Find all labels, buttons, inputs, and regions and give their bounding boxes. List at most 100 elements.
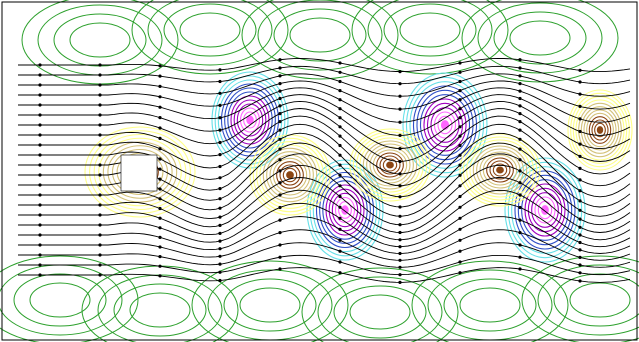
streamline-arrow: [398, 172, 402, 176]
streamline-arrow: [338, 153, 342, 157]
streamline-arrow: [398, 223, 402, 227]
vortex-contour: [570, 92, 630, 168]
streamline: [18, 123, 631, 187]
streamline-arrow: [158, 157, 162, 161]
streamline-arrow: [578, 240, 582, 245]
vortex-contour: [476, 148, 524, 192]
streamline: [18, 202, 631, 248]
streamline-arrow: [158, 264, 162, 268]
streamline-arrow: [518, 158, 522, 162]
streamline-arrow: [458, 271, 462, 275]
streamline: [18, 100, 631, 150]
vortex-contour: [402, 72, 488, 178]
streamline-arrow: [218, 262, 222, 266]
streamline-arrow: [38, 63, 42, 67]
streamline-arrow: [278, 128, 282, 132]
vortex-contour: [405, 76, 485, 174]
streamline-arrow: [578, 142, 582, 146]
contour-loop: [427, 269, 553, 341]
contour-loop: [493, 11, 587, 65]
streamline-arrow: [578, 129, 582, 134]
streamline-arrow: [158, 197, 162, 201]
vortex-contour: [239, 107, 261, 133]
contour-loop: [53, 13, 147, 67]
streamline-arrow: [278, 82, 282, 86]
streamline: [18, 177, 631, 233]
streamline-arrow: [458, 89, 462, 93]
streamline-arrow: [578, 271, 582, 275]
vortex-contour: [588, 116, 612, 144]
contour-loop: [443, 278, 537, 332]
contour-loop: [509, 20, 571, 56]
streamline-arrow: [398, 273, 402, 277]
contour-loop: [399, 12, 461, 48]
contour-loop: [163, 3, 257, 57]
streamline-arrow: [458, 173, 462, 177]
streamline-arrow: [338, 194, 342, 199]
streamline-arrow: [38, 183, 42, 187]
streamline-arrow: [278, 243, 282, 247]
streamline-arrow: [518, 243, 522, 247]
contour-loop: [223, 278, 317, 332]
streamline-arrow: [38, 83, 42, 87]
vortex-contour: [517, 174, 573, 246]
contour-loop: [459, 287, 521, 323]
streamline-arrow: [278, 89, 282, 93]
streamline: [18, 216, 631, 254]
streamline-arrow: [218, 79, 222, 84]
streamline-arrow: [38, 223, 42, 227]
vortex-contour: [233, 99, 267, 141]
streamline-arrow: [458, 163, 462, 167]
vortex-contours: [84, 71, 633, 263]
streamline-arrow: [38, 113, 42, 117]
streamline-arrow: [158, 136, 162, 140]
streamline-arrow: [278, 137, 282, 141]
streamline-arrow: [398, 107, 402, 111]
streamline-arrow: [398, 230, 402, 235]
streamline-arrow: [578, 217, 582, 221]
vortex-contour: [492, 163, 508, 177]
streamline: [18, 229, 631, 261]
streamline-arrow: [338, 249, 342, 253]
vortex-contour: [362, 140, 418, 190]
streamline-arrow: [98, 123, 102, 127]
vortex-contour: [328, 188, 362, 232]
streamline-arrow: [38, 93, 42, 97]
vortex-contour: [266, 151, 314, 199]
streamline-arrow: [158, 64, 162, 68]
vortex-contour: [409, 81, 481, 169]
streamline-arrow: [218, 231, 222, 235]
streamline-arrow: [338, 61, 342, 65]
streamline-arrow: [278, 66, 282, 70]
streamline-arrow: [38, 173, 42, 177]
streamline-arrow: [98, 113, 102, 117]
vortex-contour: [224, 87, 276, 153]
streamline-arrow: [518, 137, 522, 141]
streamline-arrow: [158, 245, 162, 249]
vortex-contour: [220, 83, 280, 157]
streamline-arrow: [578, 92, 582, 96]
contour-loop: [521, 255, 639, 342]
streamline-arrow: [38, 243, 42, 247]
streamline-arrow: [518, 82, 522, 86]
streamline-arrow: [338, 216, 342, 220]
streamline-arrow: [218, 128, 222, 132]
streamline-arrow: [578, 279, 582, 283]
streamline-arrow: [458, 143, 462, 148]
vortex-contour: [312, 167, 378, 253]
vortex-contour: [111, 148, 169, 196]
contour-loop: [553, 273, 639, 327]
streamline-arrow: [578, 199, 582, 203]
streamline-arrow: [218, 223, 222, 227]
streamline-arrow: [98, 163, 102, 167]
vortex-contour: [276, 161, 304, 189]
streamline-arrow: [218, 239, 222, 243]
vortex-contour: [482, 154, 518, 186]
contour-loop: [383, 3, 477, 57]
streamline-arrow: [578, 154, 582, 158]
vortex-contour: [412, 85, 478, 165]
streamline-arrow: [218, 278, 222, 283]
streamline-arrow: [218, 270, 222, 274]
streamline-arrow: [518, 181, 522, 185]
contour-loop: [333, 285, 427, 339]
